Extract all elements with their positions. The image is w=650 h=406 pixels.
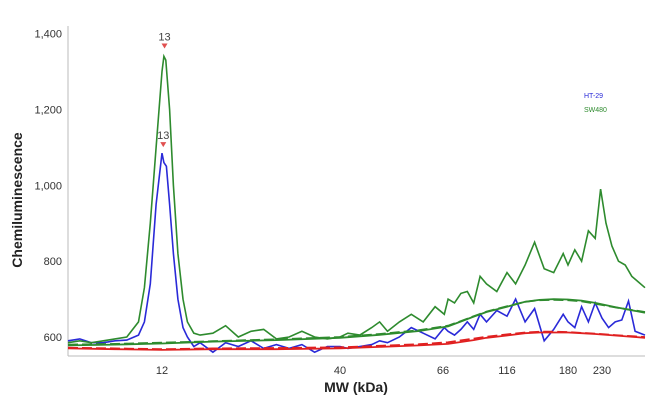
series-layer <box>67 53 646 354</box>
x-tick-label: 180 <box>559 365 577 377</box>
y-tick-label: 1,400 <box>34 29 62 41</box>
series-line-ht-29-baseline-fit <box>67 330 646 351</box>
x-axis-label: MW (kDa) <box>324 379 388 395</box>
legend-entry-sw480: SW480 <box>584 107 607 114</box>
peak-marker-label: 13 <box>158 32 170 44</box>
series-line-sw480-baseline-fit <box>67 298 646 346</box>
y-tick-label: 800 <box>44 256 62 268</box>
x-tick-label: 116 <box>498 365 516 377</box>
series-line-ht-29 <box>67 152 646 354</box>
x-tick-label: 230 <box>593 365 611 377</box>
y-tick-label: 1,200 <box>34 104 62 116</box>
y-axis-label: Chemiluminescence <box>9 132 25 268</box>
peak-marker-triangle <box>160 142 167 148</box>
peak-marker-triangle <box>161 43 168 49</box>
y-tick-label: 1,000 <box>34 180 62 192</box>
peak-marker-layer: 13 13 <box>157 32 171 148</box>
x-tick-label: 12 <box>156 365 168 377</box>
peak-marker-label: 13 <box>157 130 169 142</box>
legend-entry-ht29: HT-29 <box>584 93 603 100</box>
x-tick-label: 66 <box>437 365 449 377</box>
y-tick-label: 600 <box>44 332 62 344</box>
series-line-sw480 <box>67 53 646 344</box>
x-tick-label: 40 <box>334 365 346 377</box>
